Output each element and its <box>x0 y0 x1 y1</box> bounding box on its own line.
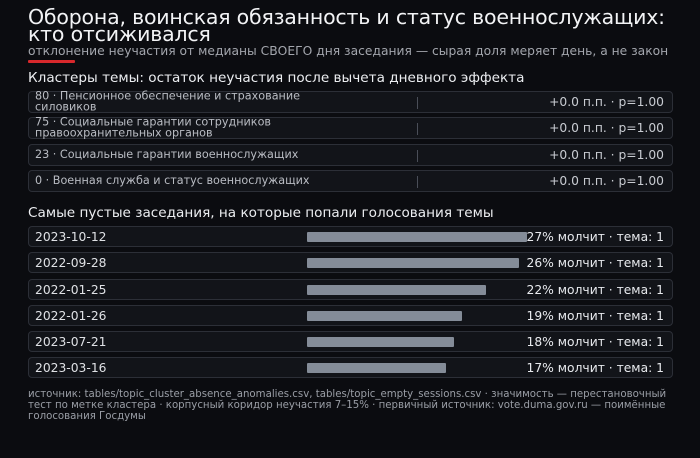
cluster-row: 75 · Социальные гарантии сотрудников пра… <box>28 115 673 139</box>
cluster-row: 80 · Пенсионное обеспечение и страховани… <box>28 89 673 113</box>
page-title: Оборона, воинская обязанность и статус в… <box>28 5 665 46</box>
session-value: 22% молчит · тема: 1 <box>526 282 664 297</box>
session-bar <box>307 232 527 242</box>
cluster-value: +0.0 п.п. · p=1.00 <box>549 148 664 162</box>
session-value: 18% молчит · тема: 1 <box>526 334 664 349</box>
cluster-label: 75 · Социальные гарантии сотрудников пра… <box>35 115 272 139</box>
session-date: 2022-01-25 <box>35 282 107 297</box>
cluster-value: +0.0 п.п. · p=1.00 <box>549 95 664 109</box>
session-bar <box>307 337 454 347</box>
session-date: 2023-07-21 <box>35 334 107 349</box>
session-bar <box>307 258 519 268</box>
cluster-label: 23 · Социальные гарантии военнослужащих <box>35 147 299 161</box>
cluster-row: 0 · Военная служба и статус военнослужащ… <box>28 170 673 192</box>
cluster-label: 0 · Военная служба и статус военнослужащ… <box>35 173 310 187</box>
cluster-row: 23 · Социальные гарантии военнослужащих … <box>28 144 673 166</box>
session-date: 2023-03-16 <box>35 360 107 375</box>
session-value: 27% молчит · тема: 1 <box>526 229 664 244</box>
cluster-value: +0.0 п.п. · p=1.00 <box>549 121 664 135</box>
median-tick <box>417 123 418 135</box>
median-tick <box>417 97 418 109</box>
session-row: 2022-01-25 22% молчит · тема: 1 <box>28 279 673 300</box>
session-date: 2022-01-26 <box>35 308 107 323</box>
cluster-label: 80 · Пенсионное обеспечение и страховани… <box>35 89 301 113</box>
session-bar <box>307 363 446 373</box>
session-bar <box>307 311 462 321</box>
sessions-heading: Самые пустые заседания, на которые попал… <box>28 205 494 221</box>
clusters-heading: Кластеры темы: остаток неучастия после в… <box>28 70 525 86</box>
cluster-value: +0.0 п.п. · p=1.00 <box>549 174 664 188</box>
session-bar <box>307 285 487 295</box>
session-date: 2023-10-12 <box>35 229 107 244</box>
session-row: 2023-03-16 17% молчит · тема: 1 <box>28 357 673 378</box>
session-row: 2022-01-26 19% молчит · тема: 1 <box>28 305 673 326</box>
median-tick <box>417 150 418 162</box>
session-value: 26% молчит · тема: 1 <box>526 255 664 270</box>
session-value: 19% молчит · тема: 1 <box>526 308 664 323</box>
session-row: 2023-10-12 27% молчит · тема: 1 <box>28 226 673 247</box>
source-footnote: источник: tables/topic_cluster_absence_a… <box>28 389 667 422</box>
session-date: 2022-09-28 <box>35 255 107 270</box>
page-subtitle: отклонение неучастия от медианы СВОЕГО д… <box>28 44 669 58</box>
session-row: 2022-09-28 26% молчит · тема: 1 <box>28 252 673 273</box>
session-value: 17% молчит · тема: 1 <box>526 360 664 375</box>
median-tick <box>417 176 418 188</box>
session-row: 2023-07-21 18% молчит · тема: 1 <box>28 331 673 352</box>
accent-underline <box>28 60 75 63</box>
